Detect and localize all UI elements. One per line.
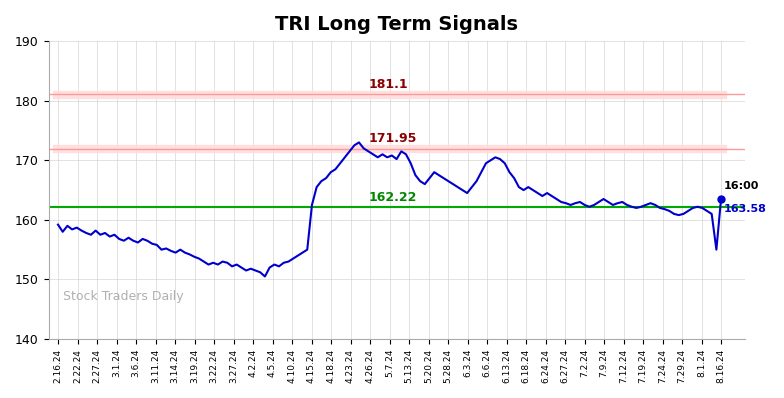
Title: TRI Long Term Signals: TRI Long Term Signals xyxy=(275,15,518,34)
Text: Stock Traders Daily: Stock Traders Daily xyxy=(63,290,183,303)
Text: 162.22: 162.22 xyxy=(368,191,417,204)
Text: 181.1: 181.1 xyxy=(368,78,408,91)
Text: 16:00: 16:00 xyxy=(724,181,759,191)
Text: 171.95: 171.95 xyxy=(368,132,417,145)
Text: 163.58: 163.58 xyxy=(724,205,766,215)
